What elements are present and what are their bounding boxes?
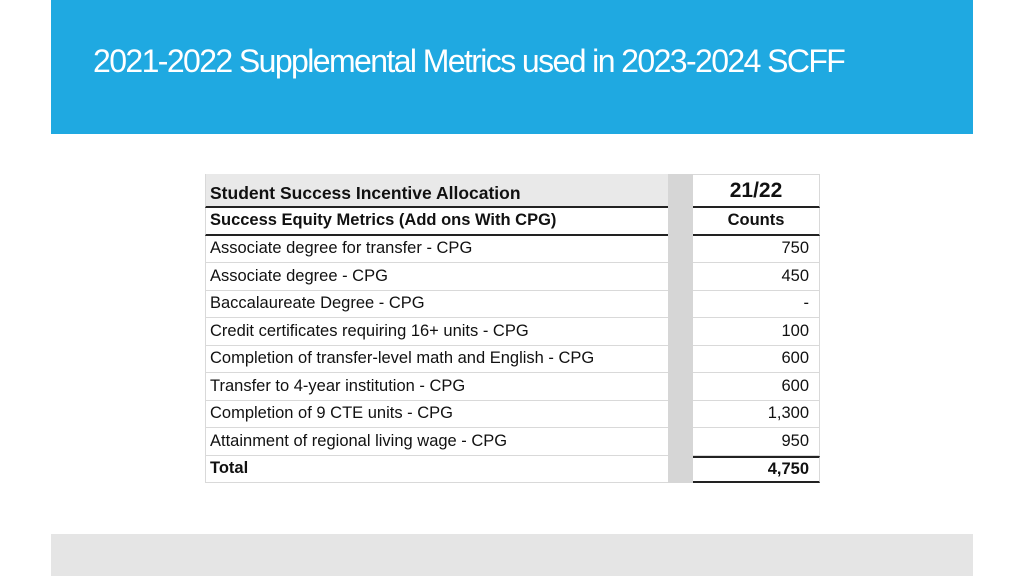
gap-column (668, 263, 693, 291)
table-subheader-row: Success Equity Metrics (Add ons With CPG… (205, 208, 820, 236)
total-value: 4,750 (693, 455, 820, 483)
table-header-row: Student Success Incentive Allocation 21/… (205, 174, 820, 208)
gap-column (668, 345, 693, 373)
row-value: 100 (693, 318, 820, 346)
gap-column (668, 174, 693, 208)
page-title: 2021-2022 Supplemental Metrics used in 2… (93, 43, 846, 79)
header-year: 21/22 (693, 174, 820, 208)
table-row: Completion of 9 CTE units - CPG 1,300 (205, 400, 820, 428)
row-label: Associate degree for transfer - CPG (205, 235, 668, 263)
row-value: 600 (693, 345, 820, 373)
row-label: Attainment of regional living wage - CPG (205, 428, 668, 456)
table-row: Transfer to 4-year institution - CPG 600 (205, 373, 820, 401)
row-label: Transfer to 4-year institution - CPG (205, 373, 668, 401)
row-value: 750 (693, 235, 820, 263)
gap-column (668, 455, 693, 483)
row-value: - (693, 290, 820, 318)
title-banner: 2021-2022 Supplemental Metrics used in 2… (51, 0, 973, 134)
row-value: 950 (693, 428, 820, 456)
subheader-value: Counts (693, 208, 820, 236)
subheader-label: Success Equity Metrics (Add ons With CPG… (205, 208, 668, 236)
row-label: Baccalaureate Degree - CPG (205, 290, 668, 318)
row-label: Completion of transfer-level math and En… (205, 345, 668, 373)
row-label: Associate degree - CPG (205, 263, 668, 291)
table-row: Credit certificates requiring 16+ units … (205, 318, 820, 346)
gap-column (668, 318, 693, 346)
table-row: Associate degree - CPG 450 (205, 263, 820, 291)
gap-column (668, 373, 693, 401)
row-value: 1,300 (693, 400, 820, 428)
row-label: Completion of 9 CTE units - CPG (205, 400, 668, 428)
gap-column (668, 400, 693, 428)
total-label: Total (205, 455, 668, 483)
metrics-table: Student Success Incentive Allocation 21/… (205, 174, 820, 483)
table-row: Attainment of regional living wage - CPG… (205, 428, 820, 456)
table-row: Associate degree for transfer - CPG 750 (205, 235, 820, 263)
gap-column (668, 290, 693, 318)
gap-column (668, 235, 693, 263)
row-label: Credit certificates requiring 16+ units … (205, 318, 668, 346)
header-label: Student Success Incentive Allocation (205, 174, 668, 208)
table-row: Baccalaureate Degree - CPG - (205, 290, 820, 318)
table-total-row: Total 4,750 (205, 455, 820, 483)
row-value: 600 (693, 373, 820, 401)
row-value: 450 (693, 263, 820, 291)
gap-column (668, 428, 693, 456)
table-row: Completion of transfer-level math and En… (205, 345, 820, 373)
footer-bar (51, 534, 973, 576)
gap-column (668, 208, 693, 236)
